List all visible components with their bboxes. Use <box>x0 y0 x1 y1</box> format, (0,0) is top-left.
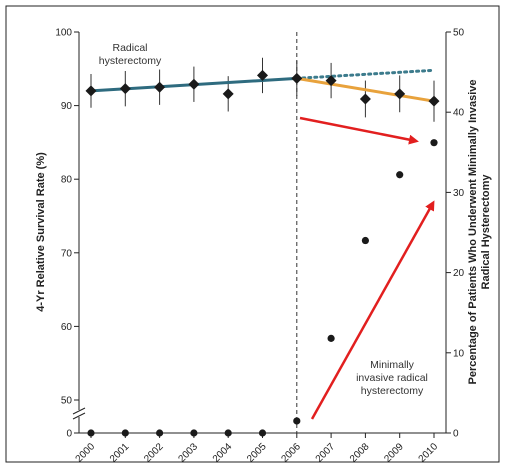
right-axis-title-line: Radical Hysterectomy <box>480 174 492 290</box>
left-axis-title: 4-Yr Relative Survival Rate (%) <box>35 152 47 312</box>
survival-point <box>359 93 371 105</box>
projection-trend-line <box>295 68 436 80</box>
x-tick-label: 2002 <box>142 441 166 465</box>
right-axis-title-line: Percentage of Patients Who Underwent Min… <box>467 79 479 384</box>
left-tick-label: 0 <box>66 429 72 440</box>
annotation-minimally-line: hysterectomy <box>361 385 424 397</box>
x-tick-label: 2004 <box>211 441 235 465</box>
survival-point <box>188 78 200 90</box>
axis-break-slash <box>72 412 86 420</box>
axis-break-slash <box>72 407 86 415</box>
right-tick-label: 30 <box>453 188 465 199</box>
mis-point <box>258 429 267 437</box>
outer-frame <box>5 5 500 463</box>
x-tick-label: 2000 <box>74 441 98 465</box>
x-tick-label: 2005 <box>245 441 269 465</box>
survival-point <box>325 75 337 87</box>
survival-point <box>154 81 166 93</box>
post-2006-trend-line <box>295 76 436 103</box>
left-tick-label: 70 <box>61 248 73 259</box>
right-tick-label: 0 <box>453 429 459 440</box>
mis-point <box>430 139 438 147</box>
x-tick-label: 2006 <box>279 441 303 465</box>
annotation-radical-line: Radical <box>112 42 147 54</box>
right-tick-label: 50 <box>453 28 465 39</box>
x-tick-label: 2008 <box>348 441 372 465</box>
x-tick-label: 2010 <box>417 441 441 465</box>
right-tick-label: 40 <box>453 108 465 119</box>
mis-point <box>224 429 232 437</box>
mis-point <box>293 417 301 425</box>
uptake-arrow <box>310 200 435 420</box>
right-tick-label: 10 <box>453 348 465 359</box>
survival-point <box>257 69 268 81</box>
annotation-minimally-line: invasive radical <box>356 372 428 384</box>
left-tick-label: 100 <box>55 28 72 39</box>
mis-point <box>361 236 369 245</box>
mis-point <box>396 171 404 179</box>
axis-break-gap <box>73 410 85 417</box>
mis-point <box>87 429 95 437</box>
decline-arrow <box>299 116 419 145</box>
survival-point <box>119 83 131 95</box>
right-axis-title: Percentage of Patients Who Underwent Min… <box>467 79 492 384</box>
right-tick-label: 20 <box>453 268 465 279</box>
left-tick-label: 80 <box>61 175 73 186</box>
survival-point <box>85 85 97 97</box>
x-tick-label: 2009 <box>382 441 406 465</box>
annotation-minimally-line: Minimally <box>370 359 415 371</box>
left-tick-label: 50 <box>61 396 73 407</box>
survival-point <box>394 88 406 100</box>
left-tick-label: 90 <box>61 101 73 112</box>
x-tick-label: 2003 <box>177 441 201 465</box>
mis-point <box>121 429 129 437</box>
survival-point <box>222 88 234 100</box>
mis-point <box>156 429 164 437</box>
annotation-radical-line: hysterectomy <box>99 55 162 67</box>
survival-point <box>428 95 440 107</box>
survival-point <box>291 72 303 84</box>
left-tick-label: 60 <box>61 322 73 333</box>
mis-point <box>190 429 198 437</box>
mis-point <box>327 334 335 342</box>
x-tick-label: 2001 <box>108 441 132 465</box>
x-tick-label: 2007 <box>314 441 338 465</box>
